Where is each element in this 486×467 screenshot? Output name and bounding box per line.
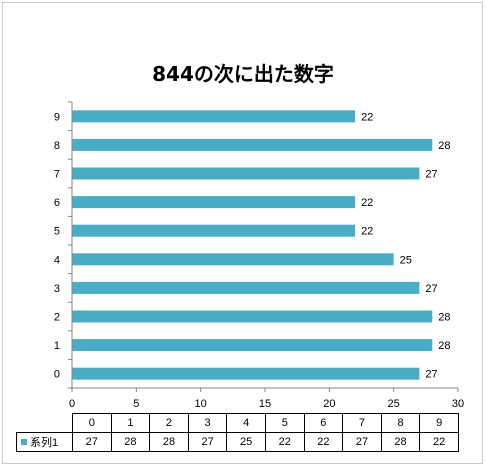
- x-tick-label: 15: [259, 398, 271, 410]
- y-tick-label: 9: [54, 111, 60, 123]
- table-header-cell: 9: [419, 413, 459, 433]
- x-tick-label: 20: [323, 398, 335, 410]
- table-value-cell: 25: [226, 432, 266, 452]
- x-tick-label: 30: [452, 398, 464, 410]
- bar: [72, 339, 433, 352]
- table-value-cell: 22: [264, 432, 305, 452]
- legend-label: 系列1: [30, 437, 59, 449]
- data-label: 22: [361, 111, 373, 123]
- table-header-cell: 3: [187, 413, 228, 433]
- table-value-cell: 22: [419, 432, 459, 452]
- data-label: 28: [438, 312, 450, 324]
- table-value-cell: 27: [187, 432, 228, 452]
- data-label: 28: [438, 140, 450, 152]
- x-tick-label: 25: [388, 398, 400, 410]
- y-tick-label: 0: [54, 369, 60, 381]
- table-value-cell: 28: [149, 432, 189, 452]
- y-tick-label: 4: [54, 254, 60, 266]
- table-corner: [16, 413, 73, 433]
- data-label: 27: [425, 169, 437, 181]
- table-header-cell: 8: [380, 413, 421, 433]
- data-label: 22: [361, 226, 373, 238]
- table-series-name: 系列1: [16, 432, 73, 452]
- table-header-cell: 0: [72, 413, 112, 433]
- table-header-cell: 5: [264, 413, 305, 433]
- bar: [72, 196, 356, 209]
- bar: [72, 167, 420, 180]
- x-tick-label: 5: [133, 398, 139, 410]
- x-tick-label: 0: [69, 398, 75, 410]
- bar: [72, 224, 356, 237]
- table-header-cell: 6: [303, 413, 344, 433]
- table-header-cell: 4: [226, 413, 266, 433]
- legend-key: [21, 439, 27, 446]
- y-tick-label: 5: [54, 226, 60, 238]
- bar: [72, 138, 433, 151]
- bar: [72, 310, 433, 323]
- chart-title: 844の次に出た数字: [152, 62, 334, 86]
- table-value-cell: 27: [342, 432, 382, 452]
- bar: [72, 253, 394, 266]
- data-label: 25: [400, 254, 412, 266]
- y-tick-label: 6: [54, 197, 60, 209]
- table-value-cell: 22: [303, 432, 344, 452]
- data-label: 22: [361, 197, 373, 209]
- data-label: 27: [425, 283, 437, 295]
- y-tick-label: 2: [54, 312, 60, 324]
- data-label: 28: [438, 340, 450, 352]
- table-header-cell: 2: [149, 413, 189, 433]
- y-tick-label: 8: [54, 140, 60, 152]
- table-header-cell: 1: [110, 413, 151, 433]
- bar: [72, 110, 356, 123]
- bar: [72, 367, 420, 380]
- bar: [72, 281, 420, 294]
- table-value-cell: 27: [72, 432, 112, 452]
- x-tick-label: 10: [195, 398, 207, 410]
- table-value-cell: 28: [380, 432, 421, 452]
- table-value-cell: 28: [110, 432, 151, 452]
- y-tick-label: 7: [54, 169, 60, 181]
- y-tick-label: 1: [54, 340, 60, 352]
- data-label: 27: [425, 369, 437, 381]
- table-header-cell: 7: [342, 413, 382, 433]
- y-tick-label: 3: [54, 283, 60, 295]
